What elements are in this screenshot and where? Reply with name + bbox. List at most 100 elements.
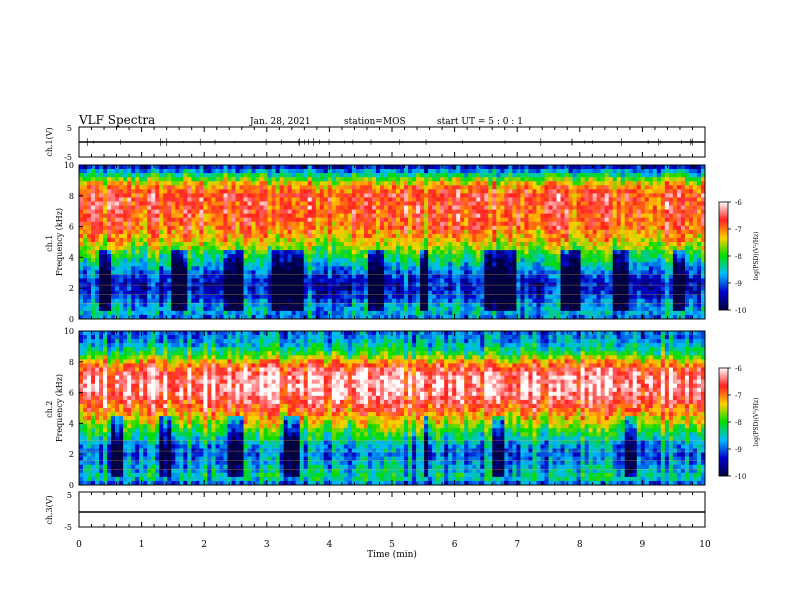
spectrogram-cell bbox=[508, 286, 513, 291]
spectrogram-cell bbox=[400, 270, 405, 275]
spectrogram-cell bbox=[416, 169, 421, 174]
spectrogram-cell bbox=[584, 278, 589, 283]
spectrogram-cell bbox=[484, 213, 489, 218]
spectrogram-cell bbox=[420, 298, 425, 304]
spectrogram-cell bbox=[335, 270, 341, 275]
spectrogram-cell bbox=[472, 302, 477, 308]
spectrogram-cell bbox=[143, 286, 148, 291]
spectrogram-cell bbox=[143, 298, 148, 304]
spectrogram-cell bbox=[251, 298, 256, 304]
spectrogram-cell bbox=[416, 209, 421, 214]
spectrogram-cell bbox=[335, 282, 341, 287]
spectrogram-cell bbox=[452, 306, 457, 312]
spectrogram-cell bbox=[207, 282, 212, 287]
spectrogram-cell bbox=[432, 314, 437, 320]
spectrogram-cell bbox=[404, 229, 409, 235]
spectrogram-cell bbox=[215, 177, 220, 182]
spectrogram-cell bbox=[331, 242, 337, 247]
spectrogram-cell bbox=[287, 189, 292, 194]
spectrogram-cell bbox=[392, 173, 397, 178]
spectrogram-cell bbox=[239, 298, 244, 304]
spectrogram-cell bbox=[171, 286, 176, 291]
spectrogram-cell bbox=[131, 246, 136, 251]
spectrogram-cell bbox=[295, 189, 300, 194]
spectrogram-cell bbox=[231, 197, 236, 202]
spectrogram-cell bbox=[392, 233, 397, 239]
spectrogram-cell bbox=[408, 229, 413, 235]
spectrogram-cell bbox=[496, 237, 501, 243]
spectrogram-cell bbox=[291, 314, 296, 320]
spectrogram-cell bbox=[299, 270, 305, 275]
spectrogram-cell bbox=[271, 173, 276, 178]
spectrogram-cell bbox=[440, 189, 445, 194]
spectrogram-cell bbox=[127, 274, 132, 279]
spectrogram-cell bbox=[512, 278, 517, 283]
spectrogram-cell bbox=[303, 221, 309, 227]
spectrogram-cell bbox=[444, 217, 449, 223]
spectrogram-cell bbox=[412, 250, 417, 255]
spectrogram-cell bbox=[436, 274, 441, 279]
spectrogram-cell bbox=[472, 165, 477, 170]
spectrogram-cell bbox=[520, 254, 525, 259]
spectrogram-cell bbox=[223, 213, 228, 218]
spectrogram-cell bbox=[584, 274, 589, 279]
spectrogram-cell bbox=[359, 209, 365, 214]
spectrogram-cell bbox=[103, 217, 108, 223]
spectrogram-cell bbox=[279, 274, 284, 279]
spectrogram-cell bbox=[460, 225, 465, 231]
spectrogram-cell bbox=[416, 254, 421, 259]
spectrogram-cell bbox=[151, 250, 156, 255]
spectrogram-cell bbox=[271, 246, 276, 251]
spectrogram-cell bbox=[115, 298, 120, 304]
spectrogram-cell bbox=[452, 205, 457, 210]
spectrogram-cell bbox=[444, 294, 449, 300]
spectrogram-cell bbox=[568, 294, 573, 300]
spectrogram-cell bbox=[247, 314, 252, 320]
spectrogram-cell bbox=[143, 165, 148, 170]
spectrogram-cell bbox=[91, 177, 96, 182]
spectrogram-cell bbox=[111, 197, 116, 202]
spectrogram-cell bbox=[303, 225, 309, 231]
spectrogram-cell bbox=[119, 165, 124, 170]
spectrogram-cell bbox=[556, 250, 561, 255]
spectrogram-cell bbox=[576, 242, 581, 247]
spectrogram-cell bbox=[500, 262, 505, 267]
spectrogram-cell bbox=[464, 314, 469, 320]
spectrogram-cell bbox=[424, 233, 429, 239]
spectrogram-cell bbox=[343, 250, 349, 255]
spectrogram-cell bbox=[227, 225, 232, 231]
spectrogram-cell bbox=[119, 169, 124, 174]
spectrogram-cell bbox=[544, 246, 549, 251]
spectrogram-cell bbox=[588, 185, 593, 190]
spectrogram-cell bbox=[275, 233, 280, 239]
spectrogram-cell bbox=[267, 221, 272, 227]
spectrogram-cell bbox=[275, 201, 280, 206]
spectrogram-cell bbox=[183, 278, 188, 283]
spectrogram-cell bbox=[476, 173, 481, 178]
spectrogram-cell bbox=[339, 290, 345, 295]
spectrogram-cell bbox=[596, 294, 601, 300]
spectrogram-cell bbox=[343, 310, 349, 316]
spectrogram-cell bbox=[504, 209, 509, 214]
spectrogram-cell bbox=[111, 173, 116, 178]
spectrogram-cell bbox=[347, 298, 353, 304]
spectrogram-cell bbox=[159, 314, 164, 320]
spectrogram-cell bbox=[171, 314, 176, 320]
spectrogram-cell bbox=[279, 229, 284, 235]
spectrogram-cell bbox=[95, 274, 100, 279]
spectrogram-cell bbox=[355, 189, 361, 194]
spectrogram-cell bbox=[343, 270, 349, 275]
spectrogram-cell bbox=[195, 242, 200, 247]
spectrogram-cell bbox=[480, 193, 485, 198]
spectrogram-cell bbox=[151, 306, 156, 312]
spectrogram-cell bbox=[143, 197, 148, 202]
spectrogram-cell bbox=[95, 270, 100, 275]
spectrogram-cell bbox=[552, 213, 557, 218]
spectrogram-cell bbox=[135, 254, 140, 259]
spectrogram-cell bbox=[592, 217, 597, 223]
spectrogram-cell bbox=[536, 205, 541, 210]
spectrogram-cell bbox=[396, 250, 401, 255]
spectrogram-cell bbox=[203, 225, 208, 231]
spectrogram-cell bbox=[572, 221, 577, 227]
spectrogram-cell bbox=[255, 185, 260, 190]
